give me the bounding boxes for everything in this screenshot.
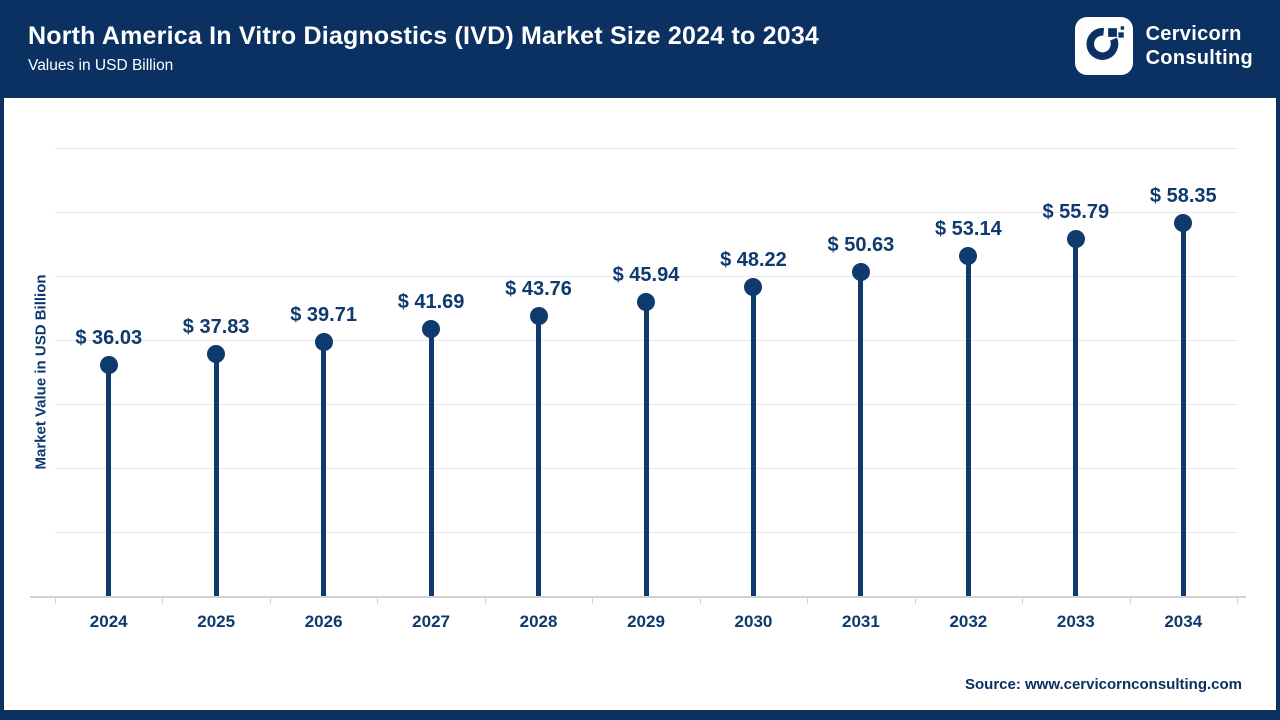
data-point-stem [1073,238,1079,596]
data-point-dot [422,320,441,339]
data-point-dot [1174,213,1193,232]
data-point-stem [213,353,219,596]
left-border [0,0,4,720]
x-axis-tick [1129,598,1131,604]
x-axis-line [30,596,1246,598]
x-axis-tick [699,598,701,604]
x-axis-label: 2029 [627,612,665,631]
data-point-stem [750,287,756,596]
x-axis-tick [269,598,271,604]
x-axis-label: 2034 [1164,612,1203,631]
data-point-dot [99,356,118,375]
x-axis-label: 2032 [949,612,988,631]
x-axis-tick [162,598,164,604]
data-point-stem [428,329,434,596]
value-label: $ 55.79 [1042,200,1110,223]
gridline [55,148,1237,149]
data-point-stem [643,301,649,596]
x-axis-tick [914,598,916,604]
data-point-dot [1066,229,1085,248]
cervicorn-c-logo-icon [1074,17,1133,75]
x-axis-label: 2031 [841,612,880,631]
x-axis-label: 2025 [197,612,236,631]
data-point-stem [1180,222,1186,596]
x-axis-tick [1022,598,1024,604]
brand-logo: Cervicorn Consulting [1074,17,1253,75]
data-point-dot [744,278,763,297]
brand-name: Cervicorn Consulting [1146,22,1253,70]
value-label: $ 36.03 [75,327,143,350]
gridline [55,212,1237,213]
x-axis-tick [1237,598,1238,604]
data-point-stem [536,315,542,596]
x-axis-label: 2030 [734,612,773,631]
data-point-stem [965,255,971,596]
x-axis-tick [55,598,56,604]
data-point-dot [207,344,226,363]
value-label: $ 39.71 [290,303,357,326]
x-axis-label: 2024 [89,612,128,631]
x-axis-tick [377,598,379,604]
value-label: $ 48.22 [720,249,787,272]
gridline [55,276,1237,277]
page-subtitle: Values in USD Billion [28,57,174,74]
data-point-dot [314,332,333,351]
data-point-dot [637,292,655,311]
page-title: North America In Vitro Diagnostics (IVD)… [28,22,820,50]
value-label: $ 43.76 [505,277,572,300]
value-label: $ 37.83 [182,315,250,338]
value-label: $ 58.35 [1149,184,1217,207]
data-point-dot [529,306,548,325]
footer-bar [0,710,1280,720]
chart-area: Market Value in USD Billion $ 36.03 2024 $… [0,98,1280,660]
data-point-stem [106,365,112,596]
y-axis-title: Market Value in USD Billion [32,274,50,470]
data-point-dot [959,246,978,265]
x-axis-label: 2026 [304,612,343,631]
value-label: $ 50.63 [827,233,895,256]
source-text: Source: www.cervicornconsulting.com [964,676,1242,693]
data-point-stem [858,271,864,596]
x-axis-tick [807,598,809,604]
value-label: $ 41.69 [397,291,465,314]
header: North America In Vitro Diagnostics (IVD)… [0,0,1280,98]
value-label: $ 53.14 [934,217,1002,240]
x-axis-tick [592,598,594,604]
x-axis-tick [484,598,486,604]
value-label: $ 45.94 [612,263,680,286]
right-border [1276,0,1280,720]
data-point-stem [321,341,327,596]
x-axis-label: 2027 [412,612,450,631]
brand-name-line2: Consulting [1145,47,1253,69]
x-axis-label: 2033 [1056,612,1095,631]
brand-name-line1: Cervicorn [1145,23,1242,45]
data-point-dot [851,262,870,281]
x-axis-label: 2028 [519,612,558,631]
